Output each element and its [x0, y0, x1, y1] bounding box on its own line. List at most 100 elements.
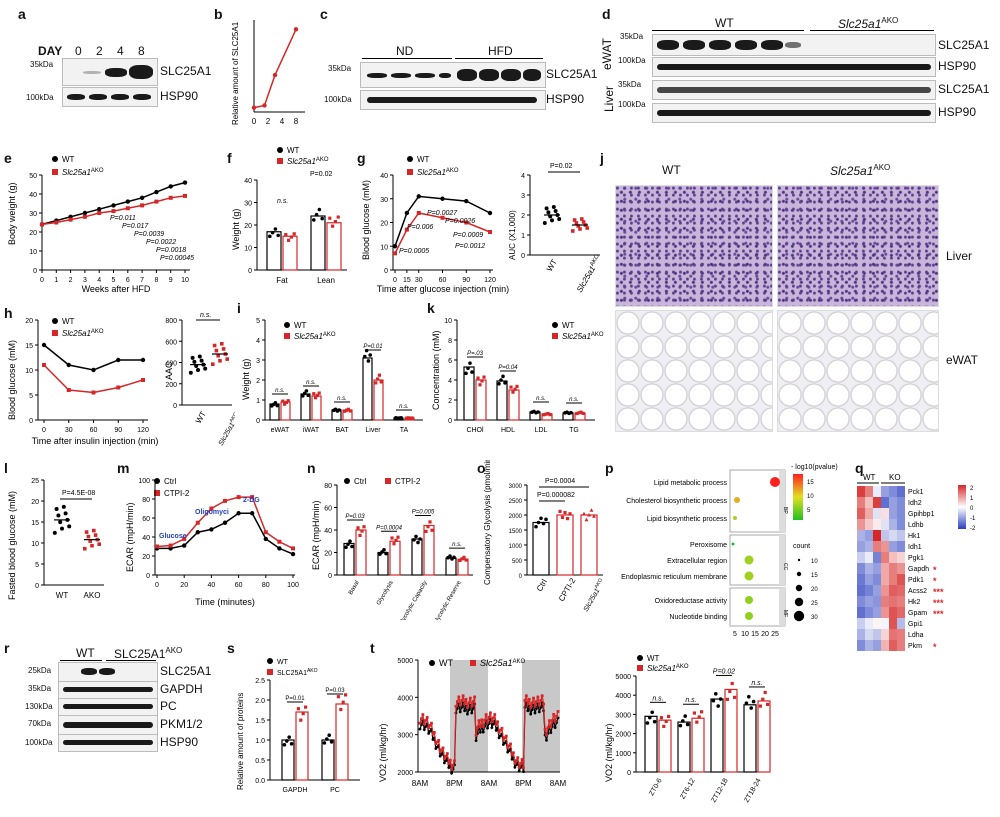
term-label: Extracellular region: [667, 558, 727, 565]
heatmap-cell: [873, 596, 881, 607]
data-point: [572, 218, 577, 222]
data-point: [54, 507, 59, 512]
term-dot: [744, 571, 754, 581]
tick-label: 0: [519, 574, 523, 580]
data-point: [346, 542, 350, 547]
data-point: [287, 735, 291, 739]
tick-label: 3000: [397, 733, 413, 740]
group-label: SLC25A1AKO: [114, 646, 183, 661]
heatmap-cell: [857, 552, 865, 563]
legend-label: WT: [62, 155, 75, 164]
term-dot: [745, 596, 753, 604]
ako-point: [540, 694, 544, 698]
panel-b-label: b: [214, 6, 223, 22]
wt-point: [111, 203, 116, 208]
tick-label: 15: [403, 277, 411, 284]
data-point: [412, 538, 416, 542]
data-point: [503, 381, 507, 385]
tick-label: 40: [380, 173, 388, 180]
wt-point: [474, 739, 478, 743]
data-point: [283, 402, 287, 406]
panel-p-label: p: [605, 460, 614, 476]
count-label: 10: [811, 559, 818, 565]
tick-label: 100: [287, 582, 299, 589]
sig-label: P=0.0004: [376, 525, 403, 531]
chart-i: Weight (g) WT Slc25a1AKO 0 1 2 3 4 5 eWAT n.s.…: [241, 318, 423, 434]
ctpi-point: [263, 530, 268, 535]
legend-label: SLC25A1AKO: [277, 668, 318, 677]
tick-label: 10: [380, 244, 388, 251]
data-point: [430, 528, 434, 532]
ctpi-point: [277, 539, 282, 544]
panel-q: q WT KO Pck1 Idh2 Gpihbp1 Ldhb Hk1 Idh1 Pgk1 Ga…: [855, 460, 1000, 670]
sig-star: *: [933, 576, 937, 586]
heatmap-cell: [865, 629, 873, 640]
heatmap-cell: [889, 508, 897, 519]
heatmap-cell: [897, 618, 905, 629]
bar: [445, 557, 457, 576]
data-point: [470, 370, 474, 374]
panel-h-label: h: [4, 305, 13, 321]
ako-point: [140, 203, 145, 208]
wt-point: [513, 765, 517, 769]
heatmap-cell: [865, 530, 873, 541]
tick-label: 60: [324, 506, 332, 513]
tick-label: 30: [380, 197, 388, 204]
data-point: [88, 539, 92, 543]
heatmap-cell: [857, 519, 865, 530]
data-point: [460, 557, 464, 561]
heatmap-cell: [873, 508, 881, 519]
sig-label: n.s.: [399, 404, 409, 410]
histology-ewat-ako: [777, 310, 939, 432]
sig-label: n.s.: [337, 396, 347, 402]
kda-label: 100kDa: [324, 95, 352, 104]
tick-label: 0: [448, 418, 452, 425]
ctrl-point: [195, 530, 200, 535]
tick-label: 9: [169, 277, 173, 284]
ako-point: [445, 752, 449, 756]
heatmap-cell: [897, 552, 905, 563]
blot-r-5: [58, 734, 158, 752]
tick-label: 1: [521, 233, 525, 240]
data-point: [747, 694, 751, 699]
data-point: [650, 710, 654, 715]
panel-k: k Concentration (mM) WT Slc25a1AKO 0 2 4 6 8…: [425, 300, 615, 450]
ako-point: [421, 713, 425, 716]
wt-point: [460, 706, 464, 709]
tick-label: 40: [244, 178, 252, 185]
sig-label: n.s.: [685, 697, 696, 704]
tick-label: 15: [751, 631, 759, 638]
col-label: WT: [662, 163, 681, 177]
data-point: [458, 558, 462, 562]
tick-label: 0: [173, 403, 177, 410]
data-point: [544, 517, 548, 522]
tick-label: 2500: [509, 499, 523, 505]
data-point: [221, 347, 226, 351]
heatmap-cell: [857, 607, 865, 618]
data-point: [56, 513, 61, 518]
data-point: [345, 408, 349, 412]
sig-star: ***: [933, 598, 944, 608]
sig-label: n.s.: [652, 695, 663, 702]
wt-point: [416, 194, 421, 199]
data-point: [296, 707, 300, 711]
p-value: P=0.0027: [427, 210, 458, 217]
sig-star: ***: [933, 587, 944, 597]
ako-point: [448, 758, 452, 762]
ako-point: [454, 704, 458, 708]
ako-point: [514, 759, 518, 763]
legend-label: WT: [62, 317, 75, 326]
wt-point: [533, 711, 537, 715]
heatmap-cell: [873, 519, 881, 530]
day-0: 0: [75, 44, 82, 58]
data-point: [582, 511, 586, 516]
ako-point: [519, 762, 523, 765]
tick-label: 10: [181, 277, 189, 284]
data-point: [575, 411, 579, 416]
panel-r: r WT SLC25A1AKO 25kDa SLC25A1 35kDa GAPD…: [0, 640, 220, 780]
data-point: [214, 348, 219, 353]
tick-label: eWAT: [271, 427, 290, 434]
heatmap-cell: [897, 596, 905, 607]
sig-star: ***: [933, 609, 944, 619]
blot-label: HSP90: [160, 89, 199, 103]
